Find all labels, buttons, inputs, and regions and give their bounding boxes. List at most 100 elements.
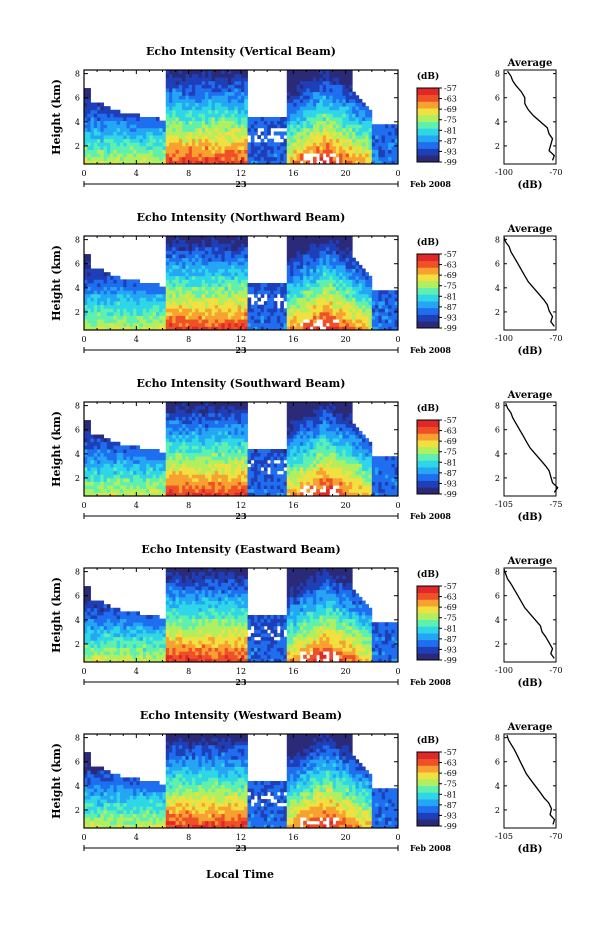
heatmap-cell — [192, 113, 196, 117]
heatmap-cell — [329, 250, 333, 254]
avg-title: Average — [507, 58, 553, 69]
heatmap-cell — [372, 316, 376, 320]
heatmap-cell — [192, 258, 196, 262]
colorbar-swatch — [417, 108, 439, 115]
heatmap-cell — [221, 236, 225, 240]
heatmap-cell — [231, 146, 235, 150]
heatmap-cell — [352, 305, 356, 309]
heatmap-cell — [192, 445, 196, 449]
heatmap-cell — [117, 283, 121, 287]
heatmap-cell — [391, 124, 395, 128]
heatmap-cell — [87, 113, 91, 117]
heatmap-cell — [110, 471, 114, 475]
heatmap-cell — [231, 236, 235, 240]
heatmap-cell — [179, 453, 183, 457]
heatmap-cell — [185, 279, 189, 283]
heatmap-cell — [166, 135, 170, 139]
heatmap-cell — [176, 489, 180, 493]
heatmap-cell — [91, 308, 95, 312]
heatmap-cell — [221, 485, 225, 489]
heatmap-cell — [205, 117, 209, 121]
heatmap-cell — [140, 467, 144, 471]
heatmap-cell — [339, 243, 343, 247]
heatmap-cell — [127, 323, 131, 327]
heatmap-cell — [342, 99, 346, 103]
heatmap-cell — [149, 128, 153, 132]
x-tick-label: 4 — [134, 169, 139, 178]
heatmap-cell — [228, 153, 232, 157]
heatmap-cell — [169, 406, 173, 410]
heatmap-cell — [280, 287, 284, 291]
heatmap-cell — [208, 74, 212, 78]
heatmap-cell — [323, 323, 327, 327]
heatmap-cell — [143, 124, 147, 128]
heatmap-cell — [202, 453, 206, 457]
heatmap-cell — [218, 463, 222, 467]
heatmap-cell — [221, 445, 225, 449]
heatmap-cell — [133, 445, 137, 449]
heatmap-cell — [287, 305, 291, 309]
heatmap-cell — [277, 153, 281, 157]
heatmap-cell — [212, 250, 216, 254]
heatmap-cell — [225, 460, 229, 464]
heatmap-cell — [113, 316, 117, 320]
heatmap-cell — [195, 88, 199, 92]
heatmap-cell — [163, 308, 167, 312]
heatmap-cell — [133, 471, 137, 475]
heatmap-cell — [310, 236, 314, 240]
heatmap-cell — [248, 150, 252, 154]
heatmap-cell — [221, 416, 225, 420]
heatmap-cell — [91, 272, 95, 276]
heatmap-cell — [136, 121, 140, 125]
heatmap-cell — [97, 135, 101, 139]
heatmap-cell — [231, 261, 235, 265]
heatmap-cell — [261, 287, 265, 291]
heatmap-cell — [195, 402, 199, 406]
heatmap-cell — [231, 409, 235, 413]
heatmap-cell — [212, 287, 216, 291]
heatmap-cell — [218, 424, 222, 428]
heatmap-cell — [212, 135, 216, 139]
heatmap-cell — [94, 139, 98, 143]
heatmap-cell — [172, 243, 176, 247]
heatmap-cell — [342, 319, 346, 323]
heatmap-cell — [166, 471, 170, 475]
heatmap-cell — [110, 142, 114, 146]
heatmap-cell — [234, 489, 238, 493]
heatmap-cell — [208, 113, 212, 117]
heatmap-cell — [326, 106, 330, 110]
heatmap-cell — [185, 431, 189, 435]
heatmap-cell — [362, 124, 366, 128]
heatmap-cell — [176, 305, 180, 309]
heatmap-cell — [313, 254, 317, 258]
heatmap-cell — [182, 435, 186, 439]
heatmap-cell — [104, 442, 108, 446]
heatmap-cell — [159, 287, 163, 291]
heatmap-cell — [163, 305, 167, 309]
heatmap-cell — [110, 110, 114, 114]
heatmap-cell — [182, 279, 186, 283]
heatmap-cell — [244, 416, 248, 420]
heatmap-cell — [179, 240, 183, 244]
heatmap-cell — [228, 258, 232, 262]
heatmap-cell — [336, 142, 340, 146]
heatmap-cell — [297, 297, 301, 301]
heatmap-cell — [91, 135, 95, 139]
heatmap-cell — [166, 70, 170, 74]
heatmap-cell — [169, 142, 173, 146]
heatmap-cell — [241, 409, 245, 413]
heatmap-cell — [169, 456, 173, 460]
heatmap-cell — [179, 279, 183, 283]
heatmap-cell — [205, 240, 209, 244]
heatmap-cell — [189, 70, 193, 74]
heatmap-cell — [189, 131, 193, 135]
heatmap-cell — [336, 153, 340, 157]
heatmap-cell — [189, 460, 193, 464]
heatmap-cell — [87, 106, 91, 110]
heatmap-cell — [198, 316, 202, 320]
heatmap-cell — [176, 124, 180, 128]
heatmap-cell — [297, 128, 301, 132]
heatmap-cell — [329, 92, 333, 96]
heatmap-cell — [192, 308, 196, 312]
heatmap-cell — [306, 128, 310, 132]
